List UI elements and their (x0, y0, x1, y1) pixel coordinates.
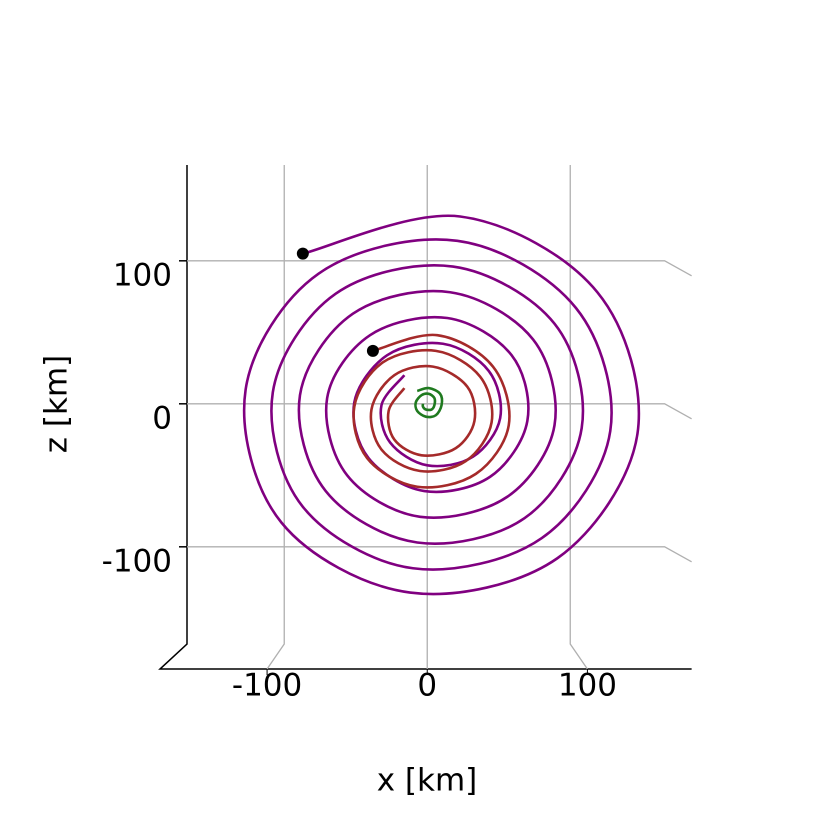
y-tick-label: -100 (102, 543, 172, 579)
x-tick-label: 100 (558, 668, 617, 704)
trajectory (352, 333, 511, 489)
x-axis-label: x [km] (377, 763, 478, 799)
grid-line (187, 403, 692, 420)
grid-line (266, 165, 285, 670)
y-tick-label: 100 (113, 257, 172, 293)
x-tick-label: -100 (232, 668, 302, 704)
grid-line (187, 546, 692, 563)
y-axis-label: z [km] (39, 355, 75, 453)
y-tick-label: 0 (152, 400, 172, 436)
trajectory (414, 386, 444, 419)
grid-line (569, 165, 588, 670)
x-tick-label: 0 (417, 668, 437, 704)
grid-line (187, 260, 692, 277)
start-point (296, 247, 309, 260)
start-point (366, 344, 379, 357)
